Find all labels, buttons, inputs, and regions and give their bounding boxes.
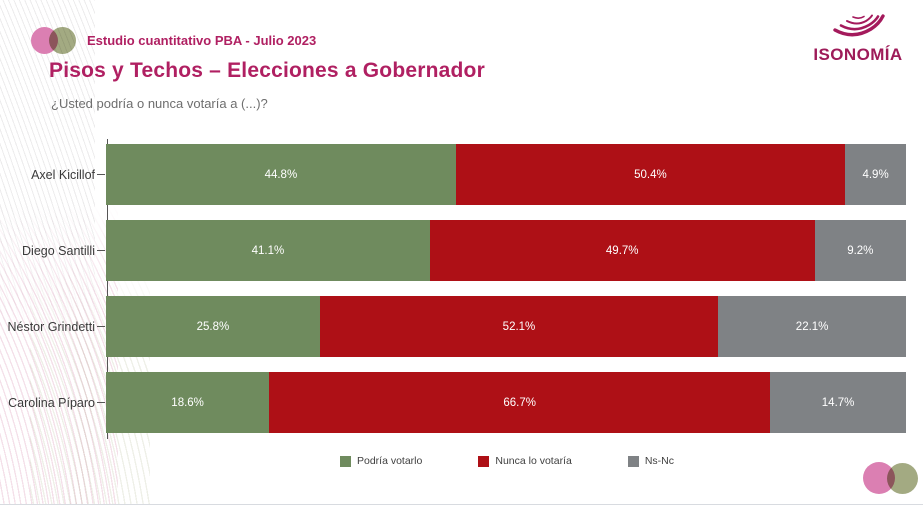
- bar-value-label: 9.2%: [847, 244, 874, 257]
- bar-value-label: 14.7%: [821, 396, 855, 409]
- legend-swatch: [478, 455, 490, 467]
- bar-segment-ns-nc: 4.9%: [845, 144, 907, 205]
- bar-value-label: 50.4%: [634, 168, 667, 181]
- category-label: Néstor Grindetti: [7, 319, 95, 334]
- stacked-bar: 44.8% 50.4% 4.9%: [106, 144, 907, 205]
- bar-value-label: 66.7%: [503, 396, 536, 409]
- bar-segment-nunca-lo-votaría: 50.4%: [455, 144, 846, 205]
- bar-row: Axel Kicillof 44.8% 50.4% 4.9%: [0, 144, 907, 205]
- bar-value-label: 44.8%: [264, 168, 298, 181]
- bar-row: Néstor Grindetti 25.8% 52.1% 22.1%: [0, 296, 906, 357]
- axis-tick-mark: [97, 174, 105, 175]
- study-label: Estudio cuantitativo PBA - Julio 2023: [87, 33, 317, 48]
- bar-value-label: 4.9%: [862, 168, 889, 181]
- category-label: Carolina Píparo: [8, 395, 95, 410]
- bar-value-label: 25.8%: [196, 320, 230, 333]
- category-label: Axel Kicillof: [31, 167, 95, 182]
- chart-legend: Podría votarlo Nunca lo votaría Ns-Nc: [108, 455, 906, 467]
- footer-logo-circle-olive: [887, 463, 918, 494]
- legend-label: Ns-Nc: [644, 455, 674, 467]
- bar-value-label: 49.7%: [605, 244, 639, 257]
- category-label: Diego Santilli: [22, 243, 95, 258]
- stacked-bar: 41.1% 49.7% 9.2%: [106, 220, 906, 281]
- axis-tick-mark: [97, 402, 105, 403]
- page-title: Pisos y Techos – Elecciones a Gobernador: [49, 59, 485, 82]
- bar-segment-nunca-lo-votaría: 66.7%: [269, 372, 771, 433]
- chart-rows: Axel Kicillof 44.8% 50.4% 4.9% Diego Santill…: [0, 144, 907, 433]
- category-axis-line: [107, 139, 108, 439]
- question-subtitle: ¿Usted podría o nunca votaría a (...)?: [51, 96, 268, 111]
- bar-row: Carolina Píparo 18.6% 66.7% 14.7%: [0, 372, 906, 433]
- bar-segment-ns-nc: 9.2%: [814, 220, 906, 281]
- legend-label: Nunca lo votaría: [495, 455, 572, 467]
- axis-tick-mark: [97, 326, 105, 327]
- bar-segment-podría-votarlo: 25.8%: [106, 296, 320, 357]
- legend-swatch: [627, 455, 639, 467]
- isonomia-logo-text: ISONOMÍA: [813, 45, 903, 64]
- legend-item: Ns-Nc: [627, 455, 674, 467]
- bar-value-label: 18.6%: [171, 396, 204, 409]
- bar-row: Diego Santilli 41.1% 49.7% 9.2%: [0, 220, 906, 281]
- legend-item: Nunca lo votaría: [478, 455, 572, 467]
- legend-swatch: [339, 455, 351, 467]
- bar-segment-ns-nc: 14.7%: [770, 372, 906, 433]
- bar-segment-ns-nc: 22.1%: [718, 296, 906, 357]
- stacked-bar: 18.6% 66.7% 14.7%: [106, 372, 906, 433]
- bar-segment-nunca-lo-votaría: 49.7%: [429, 220, 815, 281]
- legend-item: Podría votarlo: [339, 455, 423, 467]
- bar-value-label: 52.1%: [502, 320, 536, 333]
- stacked-bar: 25.8% 52.1% 22.1%: [106, 296, 906, 357]
- bar-segment-nunca-lo-votaría: 52.1%: [319, 296, 719, 357]
- isonomia-swoosh-icon: [827, 14, 889, 43]
- bar-segment-podría-votarlo: 41.1%: [106, 220, 430, 281]
- bar-segment-podría-votarlo: 44.8%: [106, 144, 456, 205]
- legend-label: Podría votarlo: [356, 455, 423, 467]
- bar-value-label: 41.1%: [251, 244, 285, 257]
- axis-tick-mark: [97, 250, 105, 251]
- bar-segment-podría-votarlo: 18.6%: [106, 372, 270, 433]
- bar-value-label: 22.1%: [795, 320, 829, 333]
- isonomia-logo: ISONOMÍA: [803, 9, 913, 65]
- header-logo-circle-olive: [49, 27, 76, 54]
